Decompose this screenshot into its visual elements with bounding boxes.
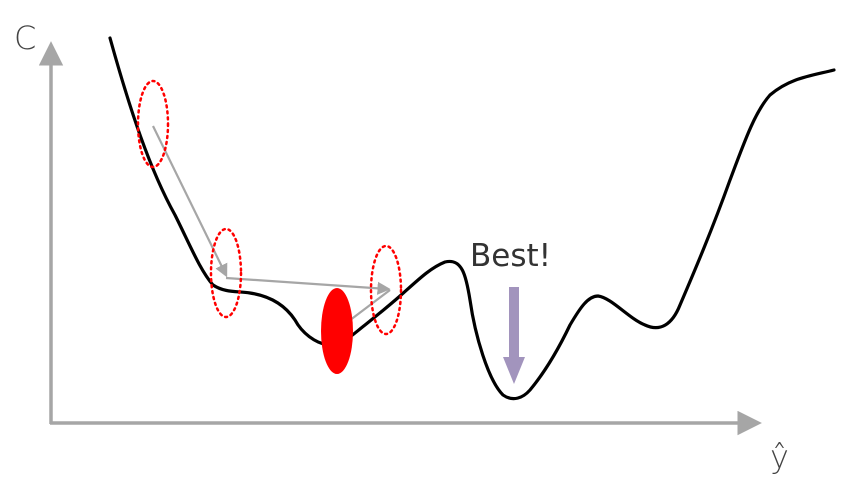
step-arrow-1: [152, 125, 228, 278]
best-arrow: [503, 287, 525, 384]
cost-curve: [108, 36, 836, 401]
step-marker-3: [369, 244, 403, 336]
step-marker-2: [209, 227, 243, 319]
current-position-marker: [321, 288, 353, 374]
step-arrow-2: [225, 276, 391, 295]
axes: C ŷ: [14, 19, 789, 476]
best-label: Best!: [470, 238, 551, 274]
step-marker-1: [136, 79, 170, 169]
x-axis-label: ŷ: [770, 438, 789, 476]
step-markers: [136, 79, 403, 336]
y-axis-label: C: [14, 19, 36, 57]
best-annotation: Best!: [470, 238, 551, 384]
